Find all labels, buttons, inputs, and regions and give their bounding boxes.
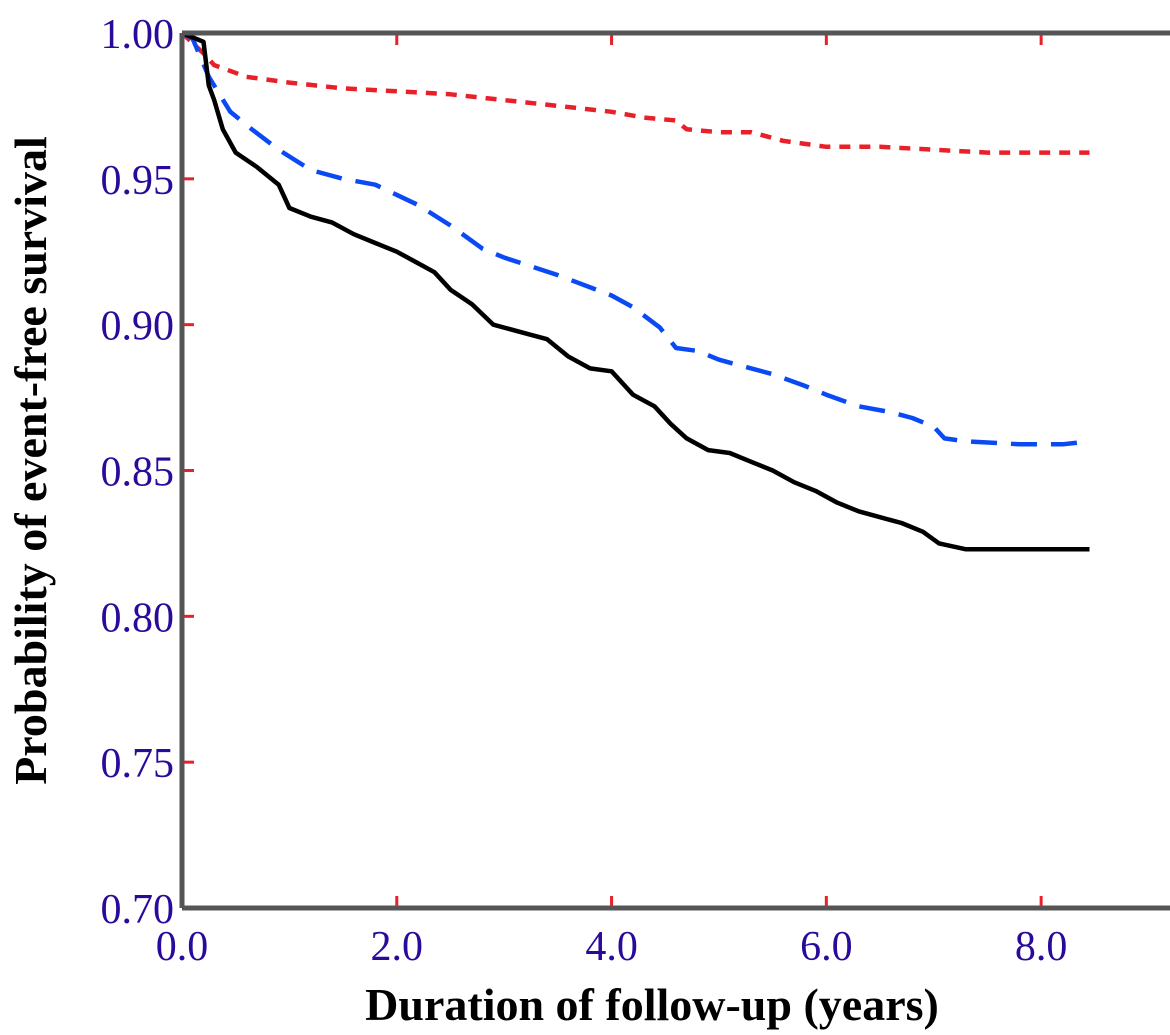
x-tick-label: 2.0 xyxy=(371,924,424,970)
y-tick-label: 0.70 xyxy=(101,887,175,933)
x-tick-label: 6.0 xyxy=(800,924,853,970)
series-layer xyxy=(180,30,1090,552)
x-axis-title: Duration of follow-up (years) xyxy=(365,979,939,1030)
y-tick-label: 0.85 xyxy=(101,450,175,496)
series-line-solid xyxy=(181,30,1090,552)
y-tick-label: 0.95 xyxy=(101,158,175,204)
y-tick-label: 0.75 xyxy=(101,741,175,787)
y-tick-label: 1.00 xyxy=(101,12,175,58)
y-tick-label: 0.80 xyxy=(101,595,175,641)
tick-layer: 0.0 2.0 4.0 6.0 8.0 0.70 0.75 0.80 0.85 0.90 0.95 1… xyxy=(101,12,1068,970)
x-tick-label: 0.0 xyxy=(156,924,209,970)
y-axis-title: Probability of event-free survival xyxy=(5,136,56,785)
y-tick-label: 0.90 xyxy=(101,304,175,350)
series-line-dotted xyxy=(180,31,1090,155)
plot-frame xyxy=(179,30,1170,911)
series-line-dashed xyxy=(180,31,1090,447)
x-tick-label: 8.0 xyxy=(1015,924,1068,970)
x-tick-label: 4.0 xyxy=(585,924,638,970)
